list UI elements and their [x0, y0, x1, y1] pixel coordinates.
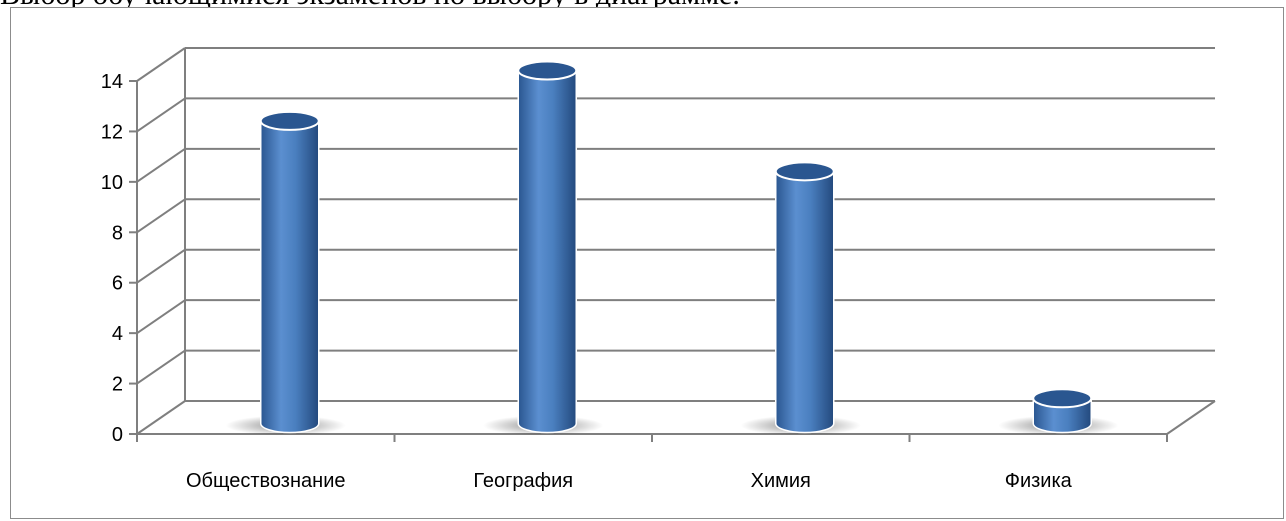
x-category-label: География: [473, 470, 573, 492]
side-gridline-10: [136, 148, 186, 183]
side-gridline-8: [136, 198, 186, 234]
y-tick-label: 12: [101, 121, 123, 143]
y-tick-label: 6: [112, 273, 123, 295]
x-category-label: Физика: [1005, 470, 1073, 492]
y-tick-label: 10: [101, 172, 123, 194]
bar-body: [775, 170, 835, 434]
floor-right-edge: [1166, 400, 1216, 435]
bar-3: [998, 388, 1119, 436]
bar-top: [774, 161, 835, 182]
bar-2: [740, 161, 861, 436]
y-tick-label: 4: [112, 323, 123, 345]
y-tick-label: 2: [112, 374, 123, 396]
bars-layer: [225, 60, 1119, 436]
bar-top: [517, 60, 578, 81]
bar-0: [225, 110, 346, 436]
bar-1: [483, 60, 604, 436]
x-category-label: Химия: [751, 470, 811, 492]
y-tick-label: 8: [112, 222, 123, 244]
side-gridline-6: [136, 248, 186, 284]
side-gridline-14: [136, 47, 186, 82]
bar-body: [260, 120, 320, 434]
caption-fragment: Выбор обучающимися экзаменов по выбору в…: [0, 0, 740, 12]
y-tick-label: 14: [101, 71, 123, 93]
side-gridline-4: [136, 299, 186, 334]
bar-top: [1032, 388, 1093, 409]
side-gridline-0: [136, 400, 186, 435]
side-gridline-12: [136, 97, 186, 133]
labels-layer: 0 2 4 6 8 10 12 14 Обществознание География Химия Ф…: [101, 71, 1073, 492]
bar-body: [517, 69, 577, 434]
bar-top: [259, 110, 320, 131]
side-gridline-2: [136, 349, 186, 385]
y-tick-label: 0: [112, 424, 123, 446]
x-category-label: Обществознание: [186, 470, 346, 492]
